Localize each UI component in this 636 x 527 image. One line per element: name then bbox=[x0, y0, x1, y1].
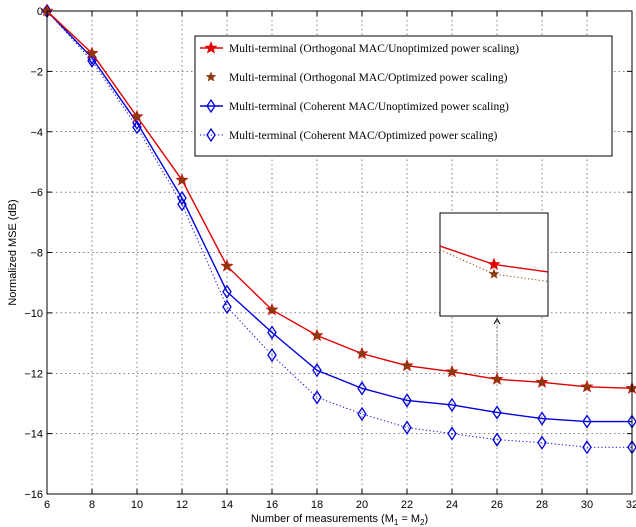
y-tick-label: −16 bbox=[24, 489, 43, 501]
x-tick-label: 8 bbox=[89, 499, 95, 511]
legend-marker bbox=[204, 41, 218, 54]
data-point bbox=[177, 190, 187, 206]
legend-item: Multi-terminal (Coherent MAC/Optimized p… bbox=[200, 127, 497, 143]
x-axis-label: Number of measurements (M1 = M2) bbox=[251, 513, 428, 527]
y-tick-label: −12 bbox=[24, 368, 43, 380]
x-tick-label: 22 bbox=[401, 499, 413, 511]
legend-item: Multi-terminal (Orthogonal MAC/Unoptimiz… bbox=[200, 41, 519, 55]
axis-ticks bbox=[46, 10, 633, 495]
series-line bbox=[46, 10, 633, 390]
y-tick-label: −2 bbox=[30, 66, 43, 78]
data-point bbox=[582, 440, 592, 455]
data-point bbox=[582, 414, 592, 429]
data-point bbox=[176, 174, 188, 185]
x-tick-label: 14 bbox=[221, 499, 233, 511]
data-point bbox=[266, 304, 278, 315]
data-point bbox=[221, 260, 233, 271]
inset-marker bbox=[488, 268, 500, 279]
legend-label: Multi-terminal (Coherent MAC/Optimized p… bbox=[229, 130, 497, 142]
x-tick-label: 24 bbox=[446, 499, 458, 511]
legend-box bbox=[194, 35, 613, 157]
data-point bbox=[537, 411, 547, 426]
x-tick-label: 6 bbox=[44, 499, 50, 511]
x-tick-label: 32 bbox=[626, 499, 636, 511]
data-point bbox=[492, 432, 502, 447]
x-tick-label: 28 bbox=[536, 499, 548, 511]
legend-label: Multi-terminal (Coherent MAC/Unoptimized… bbox=[229, 101, 509, 113]
y-tick-label: −10 bbox=[24, 308, 43, 320]
legend: Multi-terminal (Orthogonal MAC/Unoptimiz… bbox=[194, 35, 613, 157]
data-point bbox=[267, 325, 277, 340]
data-point bbox=[222, 299, 232, 315]
legend-marker bbox=[206, 98, 216, 114]
data-point bbox=[267, 347, 277, 363]
y-tick-label: −4 bbox=[30, 127, 43, 139]
legend-marker bbox=[205, 71, 217, 82]
x-tick-label: 12 bbox=[176, 499, 188, 511]
zoom-inset bbox=[439, 212, 549, 374]
data-point bbox=[312, 363, 322, 378]
y-tick-label: −8 bbox=[30, 248, 43, 260]
data-point bbox=[357, 381, 367, 396]
series-4 bbox=[42, 3, 636, 455]
legend-label: Multi-terminal (Orthogonal MAC/Optimized… bbox=[229, 72, 508, 84]
data-point bbox=[131, 111, 143, 122]
data-point bbox=[581, 381, 593, 392]
data-point bbox=[447, 426, 457, 441]
data-point bbox=[86, 47, 98, 58]
x-tick-label: 20 bbox=[356, 499, 368, 511]
series-line bbox=[46, 10, 632, 423]
x-tick-label: 18 bbox=[311, 499, 323, 511]
x-axis-label-end: ) bbox=[424, 513, 428, 525]
inset-marker bbox=[487, 257, 501, 271]
data-point bbox=[401, 360, 413, 371]
legend-label: Multi-terminal (Orthogonal MAC/Unoptimiz… bbox=[229, 43, 519, 55]
y-tick-label: 0 bbox=[37, 6, 43, 18]
data-point bbox=[446, 366, 458, 377]
data-point bbox=[492, 405, 502, 420]
data-point bbox=[491, 373, 503, 384]
data-point bbox=[356, 348, 368, 359]
data-point bbox=[536, 376, 548, 387]
data-point bbox=[447, 397, 457, 413]
x-axis-label-mid: = M bbox=[398, 513, 420, 525]
data-point bbox=[402, 420, 412, 435]
y-tick-label: −14 bbox=[24, 429, 43, 441]
x-tick-label: 10 bbox=[131, 499, 143, 511]
x-tick-label: 16 bbox=[266, 499, 278, 511]
y-tick-label: −6 bbox=[30, 187, 43, 199]
data-point bbox=[312, 390, 322, 405]
data-point bbox=[311, 329, 323, 341]
x-axis-label-main: Number of measurements (M bbox=[251, 513, 394, 525]
data-point bbox=[402, 393, 412, 408]
x-axis-label-sub2: 2 bbox=[420, 518, 425, 527]
series-line bbox=[46, 10, 632, 448]
x-tick-label: 30 bbox=[581, 499, 593, 511]
data-point bbox=[537, 435, 547, 450]
x-axis-label-sub1: 1 bbox=[394, 518, 399, 527]
data-point bbox=[222, 284, 232, 299]
x-tick-label: 26 bbox=[491, 499, 503, 511]
legend-item: Multi-terminal (Coherent MAC/Unoptimized… bbox=[200, 98, 509, 114]
tick-labels: 6 8 10 12 14 16 18 20 22 24 26 28 30 32 0 −2 −4 −6 −8 −10 −1… bbox=[24, 6, 636, 511]
data-point bbox=[357, 406, 367, 422]
legend-marker bbox=[206, 127, 216, 143]
y-axis-label: Normalized MSE (dB) bbox=[7, 199, 19, 305]
series-layer bbox=[40, 3, 636, 455]
inset-pointer-arrowhead bbox=[493, 318, 501, 325]
legend-item: Multi-terminal (Orthogonal MAC/Optimized… bbox=[205, 71, 508, 84]
